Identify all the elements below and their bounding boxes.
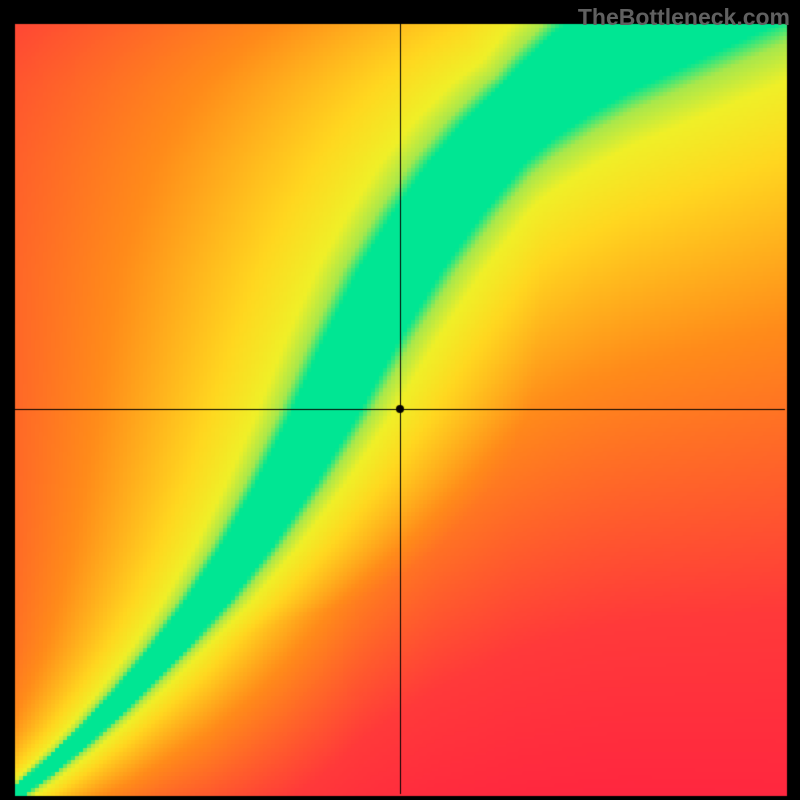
attribution-text: TheBottleneck.com	[578, 4, 790, 31]
bottleneck-heatmap	[0, 0, 800, 800]
chart-container: TheBottleneck.com	[0, 0, 800, 800]
